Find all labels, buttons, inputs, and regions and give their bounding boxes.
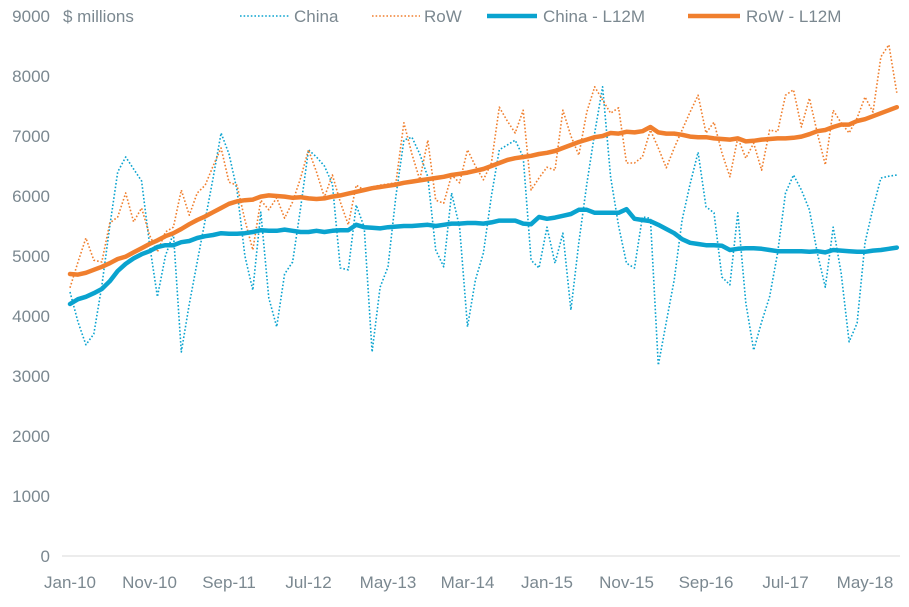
x-tick-label: Jan-10 [44, 573, 96, 592]
y-axis-label: $ millions [63, 7, 134, 26]
x-tick-label: May-13 [360, 573, 417, 592]
series-line-row [69, 43, 898, 289]
x-tick-label: Jan-15 [521, 573, 573, 592]
y-tick-label: 9000 [12, 7, 50, 26]
legend-label: China [294, 7, 339, 26]
x-tick-label: Jul-12 [285, 573, 331, 592]
legend-label: RoW [424, 7, 462, 26]
x-tick-label: Mar-14 [441, 573, 495, 592]
y-axis: 0 1000 2000 3000 4000 5000 6000 7000 8000 9000 [12, 7, 50, 566]
x-tick-label: Sep-11 [202, 573, 256, 592]
y-tick-label: 6000 [12, 187, 50, 206]
series-line-row-l12m [67, 104, 900, 277]
y-tick-label: 8000 [12, 67, 50, 86]
legend: China RoW China - L12M RoW - L12M [240, 7, 841, 26]
y-tick-label: 0 [41, 547, 50, 566]
series-line-china [69, 86, 897, 367]
x-tick-label: Jul-17 [762, 573, 808, 592]
x-axis: Jan-10 Nov-10 Sep-11 Jul-12 May-13 Mar-14 Jan-… [44, 573, 893, 592]
x-tick-label: May-18 [837, 573, 894, 592]
x-tick-label: Nov-10 [122, 573, 177, 592]
legend-label: China - L12M [543, 7, 645, 26]
x-tick-label: Sep-16 [679, 573, 734, 592]
y-tick-label: 4000 [12, 307, 50, 326]
y-tick-label: 1000 [12, 487, 50, 506]
legend-label: RoW - L12M [746, 7, 841, 26]
x-tick-label: Nov-15 [599, 573, 654, 592]
y-tick-label: 2000 [12, 427, 50, 446]
series-group [67, 43, 900, 367]
y-tick-label: 3000 [12, 367, 50, 386]
y-tick-label: 7000 [12, 127, 50, 146]
series-line-china-l12m [67, 206, 900, 307]
y-tick-label: 5000 [12, 247, 50, 266]
